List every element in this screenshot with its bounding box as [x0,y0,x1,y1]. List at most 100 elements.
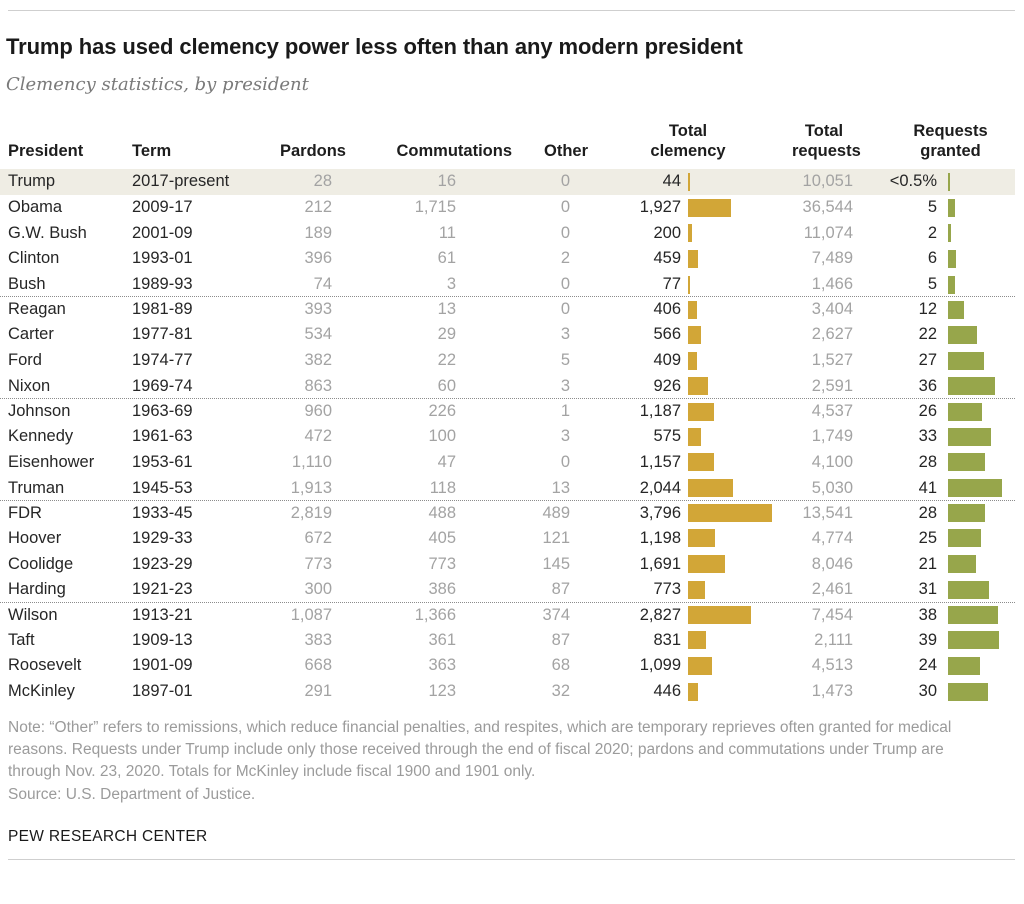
total-requests-cell: 4,774 [811,528,853,547]
table-row: Eisenhower 1953-61 1,110 47 0 1,157 4,10… [0,450,1015,476]
table-row: Roosevelt 1901-09 668 363 68 1,099 4,513… [0,653,1015,679]
table-row: McKinley 1897-01 291 123 32 446 1,473 30 [0,679,1015,705]
total-clemency-cell: 831 [653,630,681,649]
total-clemency-cell: 2,044 [639,478,681,497]
pardons-cell: 396 [304,249,332,268]
requests-granted-cell: 41 [918,478,937,497]
requests-granted-cell: 36 [918,376,937,395]
commutations-cell: 226 [428,402,456,421]
table-row: Clinton 1993-01 396 61 2 459 7,489 6 [0,246,1015,272]
term-cell: 1929-33 [132,528,193,547]
total-requests-cell: 4,100 [811,452,853,471]
requests-granted-bar-cell [940,272,1015,298]
president-cell: Taft [8,630,35,649]
requests-granted-cell: 39 [918,630,937,649]
commutations-cell: 29 [437,325,456,344]
total-clemency-bar [688,555,726,574]
requests-granted-bar-cell [940,653,1015,679]
total-requests-cell: 1,466 [811,275,853,294]
total-clemency-cell: 44 [662,172,681,191]
total-requests-cell: 1,749 [811,427,853,446]
total-requests-cell: 7,454 [811,605,853,624]
requests-granted-bar-cell [940,220,1015,246]
president-cell: Carter [8,325,54,344]
total-clemency-bar [688,479,734,498]
pardons-cell: 863 [304,376,332,395]
president-cell: Wilson [8,605,58,624]
term-cell: 1953-61 [132,452,193,471]
total-clemency-bar [688,453,714,472]
col-header-total-requests: Total requests [792,122,861,160]
pardons-cell: 2,819 [290,503,332,522]
total-clemency-bar-cell [683,246,778,272]
table-row: Carter 1977-81 534 29 3 566 2,627 22 [0,322,1015,348]
table-row: G.W. Bush 2001-09 189 11 0 200 11,074 2 [0,220,1015,246]
pardons-cell: 28 [313,172,332,191]
table-body: Trump 2017-present 28 16 0 44 10,051 <0.… [0,169,1015,704]
requests-granted-bar-cell [940,450,1015,476]
term-cell: 1989-93 [132,275,193,294]
other-cell: 32 [551,682,570,701]
total-clemency-cell: 1,187 [639,402,681,421]
pardons-cell: 393 [304,300,332,319]
commutations-cell: 1,715 [414,198,456,217]
total-clemency-cell: 1,157 [639,452,681,471]
total-clemency-bar-cell [683,297,778,322]
pardons-cell: 382 [304,351,332,370]
total-clemency-cell: 566 [653,325,681,344]
term-cell: 1977-81 [132,325,193,344]
requests-granted-bar [948,682,988,701]
requests-granted-bar [948,325,977,344]
president-cell: Harding [8,580,66,599]
total-clemency-bar-cell [683,169,778,195]
requests-granted-cell: <0.5% [889,172,937,191]
commutations-cell: 11 [438,223,456,242]
president-cell: G.W. Bush [8,223,87,242]
requests-granted-bar-cell [940,501,1015,526]
president-cell: Truman [8,478,65,497]
total-requests-cell: 8,046 [811,554,853,573]
other-cell: 0 [560,275,570,294]
pardons-cell: 74 [313,275,332,294]
total-clemency-bar-cell [683,475,778,501]
total-requests-cell: 2,591 [811,376,853,395]
top-divider [8,10,1015,11]
other-cell: 374 [542,605,570,624]
requests-granted-bar-cell [940,551,1015,577]
total-clemency-bar-cell [683,220,778,246]
commutations-cell: 363 [428,656,456,675]
president-cell: Trump [8,172,56,191]
requests-granted-bar-cell [940,627,1015,653]
total-requests-cell: 10,051 [802,172,853,191]
requests-granted-bar-cell [940,424,1015,450]
table-row: Harding 1921-23 300 386 87 773 2,461 31 [0,577,1015,603]
other-cell: 87 [551,580,570,599]
requests-granted-cell: 27 [918,351,937,370]
table-row: Johnson 1963-69 960 226 1 1,187 4,537 26 [0,398,1015,424]
requests-granted-bar [948,606,999,625]
commutations-cell: 488 [428,503,456,522]
pardons-cell: 383 [304,630,332,649]
requests-granted-bar-cell [940,679,1015,705]
total-clemency-bar-cell [683,653,778,679]
president-cell: Roosevelt [8,656,82,675]
total-clemency-cell: 77 [662,275,681,294]
requests-granted-bar-cell [940,399,1015,424]
president-cell: Nixon [8,376,51,395]
total-requests-cell: 36,544 [802,198,853,217]
total-clemency-bar [688,325,701,344]
table-row: Coolidge 1923-29 773 773 145 1,691 8,046… [0,551,1015,577]
term-cell: 1897-01 [132,682,193,701]
term-cell: 1945-53 [132,478,193,497]
requests-granted-cell: 26 [918,402,937,421]
total-clemency-cell: 1,691 [639,554,681,573]
requests-granted-bar-cell [940,246,1015,272]
total-clemency-bar-cell [683,399,778,424]
total-clemency-bar [688,580,706,599]
total-clemency-bar [688,249,699,268]
col-header-total-clemency: Total clemency [650,122,726,160]
requests-granted-cell: 31 [918,580,937,599]
requests-granted-bar-cell [940,577,1015,603]
requests-granted-bar-cell [940,348,1015,374]
president-cell: Hoover [8,528,62,547]
